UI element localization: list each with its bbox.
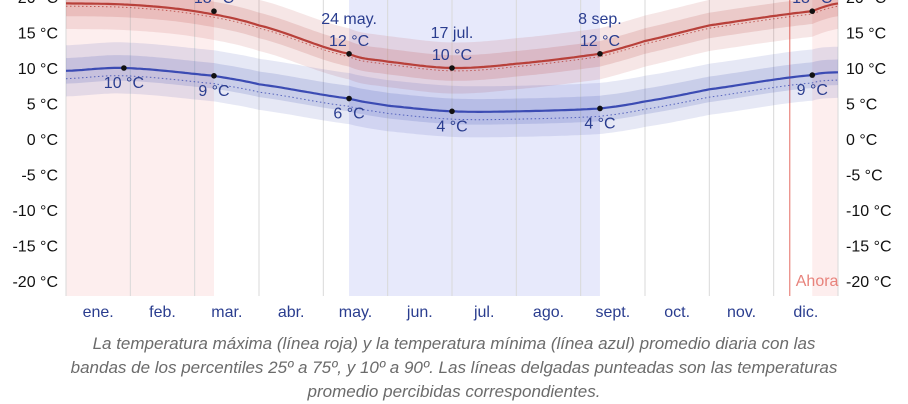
max-band-10-90 — [66, 0, 838, 94]
x-tick-label: oct. — [664, 304, 690, 321]
y-tick-label-right: 0 °C — [846, 132, 877, 149]
max-perceived-line — [65, 5, 839, 72]
min-perceived-line — [65, 75, 839, 121]
y-tick-label-left: 15 °C — [18, 26, 58, 43]
x-tick-label: sept. — [595, 304, 630, 321]
annotation-label: 10 °C — [104, 75, 144, 92]
annotation-date: 17 jul. — [431, 25, 474, 42]
annotation-point — [211, 73, 217, 79]
y-tick-label-right: 20 °C — [846, 0, 886, 7]
x-tick-label: may. — [339, 304, 372, 321]
caption-line: promedio percibidas correspondientes. — [307, 382, 601, 401]
y-tick-label-left: 10 °C — [18, 61, 58, 78]
y-tick-label-left: -20 °C — [12, 274, 58, 291]
x-tick-label: mar. — [211, 304, 242, 321]
annotation-label: 4 °C — [584, 115, 615, 132]
annotation-date: 8 sep. — [578, 11, 622, 28]
y-tick-label-left: -5 °C — [21, 168, 58, 185]
y-tick-label-right: -10 °C — [846, 203, 892, 220]
min-band-10-90 — [66, 42, 838, 138]
y-tick-label-left: -10 °C — [12, 203, 58, 220]
y-tick-label-left: 5 °C — [27, 97, 58, 114]
annotation-point — [211, 8, 217, 14]
temperature-chart: Ahora 20 °C 20 °C 15 °C 15 °C 10 °C 10 °C 5 °C 5… — [12, 0, 892, 321]
x-tick-label: jun. — [406, 304, 433, 321]
x-tick-label: dic. — [793, 304, 818, 321]
annotation-point — [809, 8, 816, 14]
y-tick-label-right: -5 °C — [846, 168, 883, 185]
annotation-point — [597, 51, 603, 57]
x-tick-label: abr. — [278, 304, 305, 321]
now-label: Ahora — [796, 273, 839, 290]
annotation-label: 6 °C — [333, 106, 364, 123]
annotation-date: 24 may. — [321, 11, 377, 28]
annotation-label: 4 °C — [436, 118, 467, 135]
annotation-label: 18 °C — [792, 0, 832, 7]
x-tick-label: ene. — [83, 304, 114, 321]
annotation-label: 18 °C — [194, 0, 234, 7]
y-tick-label-right: 5 °C — [846, 97, 877, 114]
annotation-label: 9 °C — [198, 83, 229, 100]
y-tick-label-left: 20 °C — [18, 0, 58, 7]
caption-line: La temperatura máxima (línea roja) y la … — [92, 334, 816, 353]
y-tick-label-left: 0 °C — [27, 132, 58, 149]
y-tick-label-left: -15 °C — [12, 239, 58, 256]
x-tick-label: jul. — [473, 304, 494, 321]
summer-shade — [349, 0, 600, 296]
annotation-point — [121, 65, 127, 71]
annotation-point — [346, 95, 352, 102]
chart-caption: La temperatura máxima (línea roja) y la … — [0, 332, 908, 404]
max-band-25-75 — [66, 0, 838, 81]
annotation-point — [346, 51, 352, 57]
x-tick-label: nov. — [727, 304, 756, 321]
winter-shade — [812, 0, 838, 296]
annotation-label: 9 °C — [797, 82, 828, 99]
caption-line: bandas de los percentiles 25º a 75º, y 1… — [70, 358, 838, 377]
annotation-point — [809, 72, 816, 78]
y-tick-label-right: 10 °C — [846, 61, 886, 78]
annotation-label: 10 °C — [432, 47, 472, 64]
annotation-label: 12 °C — [329, 33, 369, 50]
x-tick-label: ago. — [533, 304, 564, 321]
y-tick-label-right: 15 °C — [846, 26, 886, 43]
annotation-point — [449, 65, 455, 71]
y-tick-label-right: -20 °C — [846, 274, 892, 291]
annotation-point — [449, 108, 455, 115]
y-tick-label-right: -15 °C — [846, 239, 892, 256]
annotation-point — [597, 105, 603, 112]
annotation-label: 12 °C — [580, 33, 620, 50]
winter-shade — [66, 0, 214, 296]
x-tick-label: feb. — [149, 304, 176, 321]
min-band-25-75 — [66, 55, 838, 125]
